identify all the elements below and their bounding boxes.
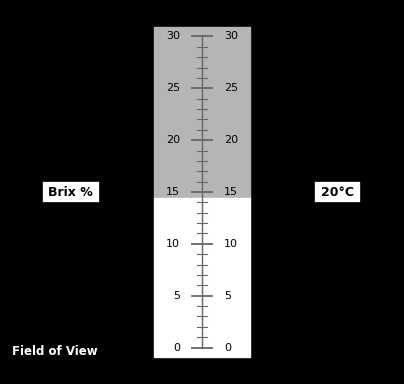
Text: 30: 30	[166, 31, 180, 41]
Text: 20: 20	[166, 135, 180, 145]
FancyBboxPatch shape	[42, 181, 100, 203]
FancyBboxPatch shape	[314, 181, 361, 203]
Text: 15: 15	[224, 187, 238, 197]
Text: 25: 25	[224, 83, 238, 93]
Text: 20: 20	[224, 135, 238, 145]
Text: 10: 10	[224, 239, 238, 249]
Text: 0: 0	[224, 343, 231, 353]
Text: 10: 10	[166, 239, 180, 249]
Bar	[154, 27, 250, 198]
Text: 0: 0	[173, 343, 180, 353]
Text: 15: 15	[166, 187, 180, 197]
Text: Field of View: Field of View	[12, 345, 98, 358]
Text: Brix %: Brix %	[48, 185, 93, 199]
Text: 30: 30	[224, 31, 238, 41]
Bar	[154, 198, 250, 357]
Text: 25: 25	[166, 83, 180, 93]
Text: 5: 5	[224, 291, 231, 301]
Text: 5: 5	[173, 291, 180, 301]
Text: 20°C: 20°C	[321, 185, 354, 199]
Ellipse shape	[16, 6, 388, 378]
